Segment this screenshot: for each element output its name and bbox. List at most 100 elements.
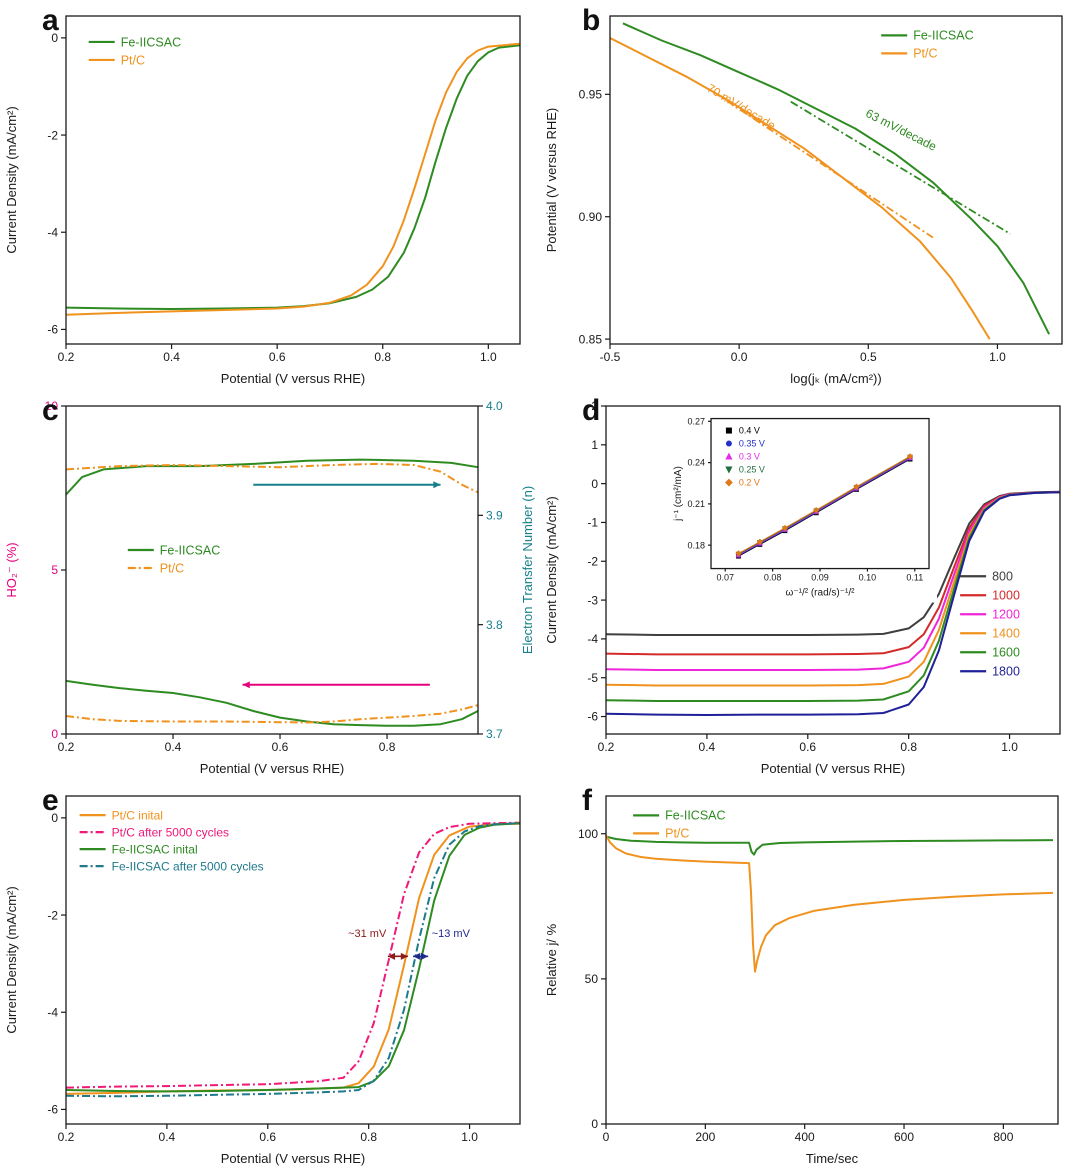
svg-text:1600: 1600	[992, 646, 1020, 660]
svg-text:Fe-IICSAC inital: Fe-IICSAC inital	[112, 842, 198, 856]
panel-c-chart: 0.2 0.4 0.6 0.8 0 5 10 3.7 3.8 3.9 4.0 Electron Tra…	[4, 399, 535, 776]
svg-text:0.11: 0.11	[906, 573, 923, 583]
svg-text:0.95: 0.95	[579, 88, 603, 102]
svg-text:-2: -2	[47, 908, 58, 922]
panel-b: b -0.5 0.0 0.5 1.0 0.85 0.90 0.95 log(jₖ (mA/cm…	[540, 0, 1080, 390]
svg-text:-6: -6	[47, 1103, 58, 1117]
svg-text:800: 800	[993, 1130, 1013, 1144]
svg-text:1800: 1800	[992, 665, 1020, 679]
svg-text:Pt/C: Pt/C	[913, 47, 937, 61]
svg-text:70 mV/decade: 70 mV/decade	[704, 81, 778, 133]
svg-text:ω⁻¹/² (rad/s)⁻¹/²: ω⁻¹/² (rad/s)⁻¹/²	[786, 588, 856, 599]
svg-text:Pt/C: Pt/C	[160, 561, 184, 575]
svg-text:-6: -6	[587, 710, 598, 724]
svg-text:Fe-IICSAC: Fe-IICSAC	[121, 35, 181, 49]
svg-text:0.4 V: 0.4 V	[739, 426, 760, 436]
svg-text:Relative j/ %: Relative j/ %	[544, 923, 559, 996]
svg-text:Fe-IICSAC: Fe-IICSAC	[665, 809, 725, 823]
svg-text:0.6: 0.6	[799, 740, 816, 754]
svg-text:0.6: 0.6	[269, 350, 286, 364]
svg-text:50: 50	[585, 972, 599, 986]
panel-e: e 0.2 0.4 0.6 0.8 1.0 0 -2 -4 -6 Potential (V ver…	[0, 780, 540, 1170]
svg-text:0.6: 0.6	[272, 740, 289, 754]
svg-text:Pt/C inital: Pt/C inital	[112, 808, 163, 822]
svg-text:-2: -2	[47, 128, 58, 142]
svg-text:400: 400	[795, 1130, 815, 1144]
svg-text:3.7: 3.7	[486, 727, 503, 741]
svg-text:-5: -5	[587, 671, 598, 685]
svg-text:Current Density (mA/cm²): Current Density (mA/cm²)	[4, 886, 19, 1033]
svg-text:0.2: 0.2	[58, 1130, 75, 1144]
svg-text:-1: -1	[587, 516, 598, 530]
svg-text:4.0: 4.0	[486, 399, 503, 413]
panel-f-chart: 0 200 400 600 800 0 50 100 Time/sec Relative j/ %…	[544, 795, 1059, 1166]
panel-a-chart: 0.2 0.4 0.6 0.8 1.0 0 -2 -4 -6 Potential (V versu…	[4, 15, 521, 386]
panel-e-chart: 0.2 0.4 0.6 0.8 1.0 0 -2 -4 -6 Potential (V versu…	[4, 795, 521, 1166]
svg-text:Current Density (mA/cm²): Current Density (mA/cm²)	[4, 106, 19, 253]
svg-text:j⁻¹ (cm²/mA): j⁻¹ (cm²/mA)	[673, 466, 684, 522]
panel-d: d 0.2 0.4 0.6 0.8 1.0 2 1 0 -1 -2 -3 -4 -5 -6 Potentia…	[540, 390, 1080, 780]
svg-text:0.2: 0.2	[598, 740, 615, 754]
svg-text:-4: -4	[587, 632, 598, 646]
svg-text:0.90: 0.90	[579, 210, 603, 224]
svg-text:Potential (V versus RHE): Potential (V versus RHE)	[761, 761, 906, 776]
svg-text:Pt/C: Pt/C	[121, 53, 145, 67]
svg-text:0.8: 0.8	[360, 1130, 377, 1144]
svg-text:1.0: 1.0	[461, 1130, 478, 1144]
svg-text:1000: 1000	[992, 589, 1020, 603]
panel-b-chart: -0.5 0.0 0.5 1.0 0.85 0.90 0.95 log(jₖ (mA/cm²)…	[544, 15, 1063, 386]
svg-text:200: 200	[695, 1130, 715, 1144]
svg-text:0.18: 0.18	[687, 540, 705, 550]
svg-text:-2: -2	[587, 554, 598, 568]
svg-text:0.6: 0.6	[259, 1130, 276, 1144]
svg-text:0.85: 0.85	[579, 332, 603, 346]
svg-text:600: 600	[894, 1130, 914, 1144]
svg-text:Electron Transfer Number (n): Electron Transfer Number (n)	[520, 486, 535, 654]
panel-d-chart: 0.2 0.4 0.6 0.8 1.0 2 1 0 -1 -2 -3 -4 -5 -6 Potential …	[544, 399, 1061, 776]
svg-text:0: 0	[591, 1117, 598, 1131]
svg-text:0.0: 0.0	[731, 350, 748, 364]
svg-text:0.5: 0.5	[860, 350, 877, 364]
svg-text:1.0: 1.0	[1001, 740, 1018, 754]
svg-text:Potential (V versus RHE): Potential (V versus RHE)	[544, 108, 559, 253]
panel-b-label: b	[582, 4, 601, 37]
svg-text:3.9: 3.9	[486, 509, 503, 523]
svg-text:0: 0	[603, 1130, 610, 1144]
svg-text:-0.5: -0.5	[600, 350, 621, 364]
svg-text:-6: -6	[47, 323, 58, 337]
svg-text:HO₂⁻ (%): HO₂⁻ (%)	[4, 542, 19, 597]
svg-text:0.2: 0.2	[58, 350, 75, 364]
svg-text:Pt/C after 5000 cycles: Pt/C after 5000 cycles	[112, 825, 229, 839]
svg-text:Fe-IICSAC after 5000 cycles: Fe-IICSAC after 5000 cycles	[112, 859, 264, 873]
svg-text:0.10: 0.10	[859, 573, 877, 583]
panel-f: f 0 200 400 600 800 0 50 100 Time/sec Relative j/…	[540, 780, 1080, 1170]
svg-text:0.09: 0.09	[811, 573, 829, 583]
svg-text:0.8: 0.8	[379, 740, 396, 754]
svg-text:0.4: 0.4	[699, 740, 716, 754]
panel-e-label: e	[42, 784, 59, 817]
svg-text:1200: 1200	[992, 608, 1020, 622]
svg-text:0.27: 0.27	[687, 416, 705, 426]
svg-text:1.0: 1.0	[989, 350, 1006, 364]
svg-text:2: 2	[591, 399, 598, 413]
svg-text:-4: -4	[47, 1005, 58, 1019]
svg-text:Potential (V versus RHE): Potential (V versus RHE)	[221, 371, 366, 386]
svg-text:~13 mV: ~13 mV	[432, 928, 471, 940]
svg-text:5: 5	[51, 563, 58, 577]
svg-text:Potential (V versus RHE): Potential (V versus RHE)	[221, 1151, 366, 1166]
svg-text:100: 100	[578, 827, 598, 841]
svg-text:0.8: 0.8	[900, 740, 917, 754]
svg-text:63 mV/decade: 63 mV/decade	[863, 106, 939, 154]
panel-c-label: c	[42, 394, 59, 427]
svg-text:1: 1	[591, 438, 598, 452]
svg-text:Current Density (mA/cm²): Current Density (mA/cm²)	[544, 496, 559, 643]
svg-text:0: 0	[51, 31, 58, 45]
svg-text:Pt/C: Pt/C	[665, 827, 689, 841]
panel-a: a 0.2 0.4 0.6 0.8 1.0 0 -2 -4 -6 Potential (V ver…	[0, 0, 540, 390]
svg-text:0.4: 0.4	[165, 740, 182, 754]
svg-text:Fe-IICSAC: Fe-IICSAC	[913, 29, 973, 43]
panel-f-label: f	[582, 784, 592, 817]
svg-text:1.0: 1.0	[480, 350, 497, 364]
svg-text:0.21: 0.21	[687, 499, 705, 509]
